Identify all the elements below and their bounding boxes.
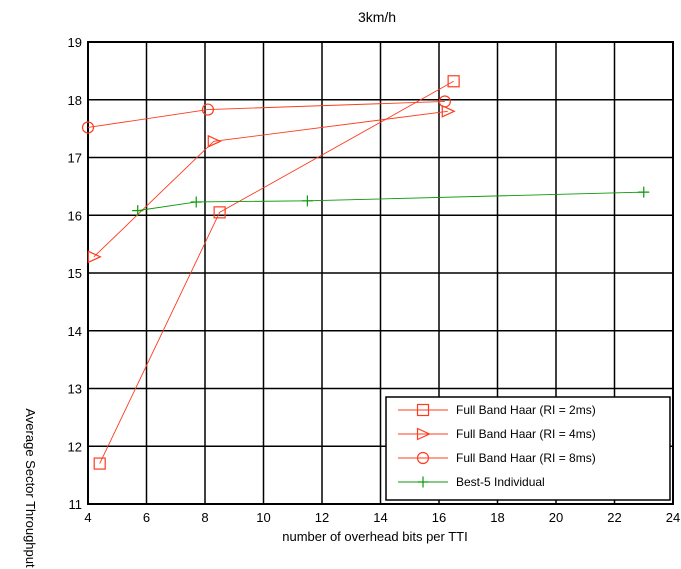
- legend-label: Best-5 Individual: [456, 475, 545, 489]
- series-line: [87, 101, 445, 128]
- y-axis-label: Average Sector Throughput: [23, 408, 38, 568]
- data-point: [447, 75, 460, 88]
- x-tick-labels: 4 6 8 10 12 14 16 18 20 22 24: [84, 510, 680, 525]
- y-tick-label: 13: [68, 382, 82, 397]
- legend-label: Full Band Haar (RI = 4ms): [456, 427, 596, 441]
- series-layer: [81, 75, 650, 470]
- y-tick-label: 12: [68, 439, 82, 454]
- legend-marker: [417, 476, 429, 488]
- plot-frame: [87, 41, 674, 505]
- data-point: [638, 186, 650, 198]
- series-line: [93, 110, 448, 258]
- series-line: [137, 191, 644, 212]
- x-tick-label: 12: [315, 510, 329, 525]
- data-point: [207, 134, 222, 148]
- y-tick-label: 14: [68, 324, 82, 339]
- x-tick-label: 4: [84, 510, 91, 525]
- y-tick-label: 15: [68, 266, 82, 281]
- data-point: [438, 95, 451, 108]
- x-tick-label: 6: [143, 510, 150, 525]
- y-tick-label: 16: [68, 208, 82, 223]
- data-point: [441, 104, 456, 118]
- x-tick-label: 14: [373, 510, 387, 525]
- data-point: [301, 195, 313, 207]
- data-point: [213, 206, 226, 219]
- y-tick-label: 19: [68, 35, 82, 50]
- legend-label: Full Band Haar (RI = 2ms): [456, 403, 596, 417]
- data-point: [93, 457, 106, 470]
- x-tick-label: 8: [201, 510, 208, 525]
- legend-box: [385, 396, 671, 501]
- legend-marker: [416, 427, 431, 441]
- legend-marker: [416, 451, 430, 465]
- data-point: [201, 103, 215, 116]
- data-point: [132, 205, 144, 217]
- y-tick-label: 17: [68, 151, 82, 166]
- legend-label: Full Band Haar (RI = 8ms): [456, 451, 596, 465]
- legend-marker: [416, 403, 430, 417]
- x-tick-label: 22: [607, 510, 621, 525]
- data-point: [87, 250, 102, 264]
- x-tick-label: 24: [666, 510, 680, 525]
- x-axis-label: number of overhead bits per TTI: [282, 529, 467, 544]
- data-point: [190, 196, 202, 208]
- legend: Full Band Haar (RI = 2ms) Full Band Haar …: [385, 396, 671, 501]
- y-tick-label: 18: [68, 93, 82, 108]
- series-line: [99, 80, 454, 464]
- y-tick-label: 11: [69, 497, 83, 512]
- data-point: [81, 121, 95, 134]
- x-tick-label: 20: [549, 510, 563, 525]
- chart-title: 3km/h: [358, 9, 396, 25]
- x-tick-label: 16: [432, 510, 446, 525]
- x-tick-label: 10: [256, 510, 270, 525]
- y-tick-labels: 11 12 13 14 15 16 17 18 19: [68, 35, 82, 512]
- x-tick-label: 18: [490, 510, 504, 525]
